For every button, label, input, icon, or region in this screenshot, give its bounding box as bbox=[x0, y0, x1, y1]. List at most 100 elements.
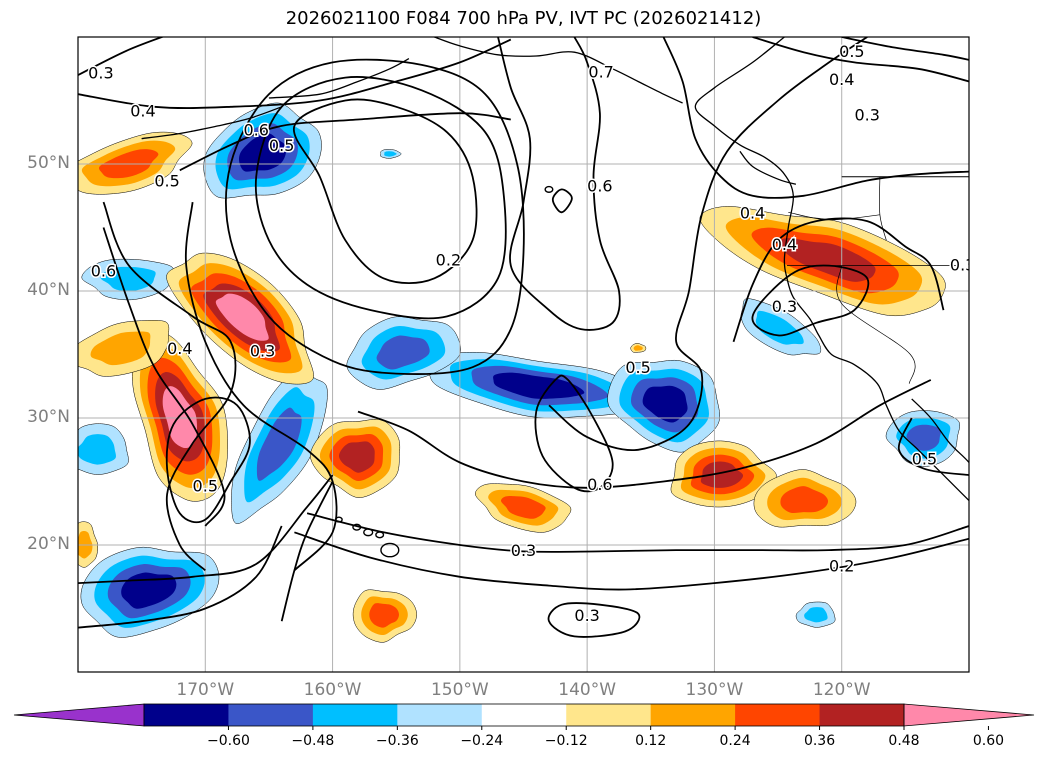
colorbar-frame bbox=[143, 703, 905, 727]
pv-contour-line bbox=[897, 417, 969, 476]
pv-contour-line bbox=[548, 37, 868, 452]
ivt-shade-patch bbox=[215, 293, 269, 341]
pv-contour-line bbox=[78, 37, 165, 76]
contour-label: 0.5 bbox=[269, 136, 294, 155]
pv-contour-line bbox=[78, 474, 334, 584]
lon-tick-label: 140°W bbox=[558, 680, 617, 700]
map-axes[interactable]: 0.30.40.60.50.50.60.20.70.60.50.40.30.40… bbox=[63, 31, 982, 672]
map-frame bbox=[77, 36, 970, 673]
ivt-shade-patch bbox=[162, 386, 198, 449]
colorbar-tick-label: 0.24 bbox=[719, 733, 751, 749]
coastlines bbox=[141, 37, 969, 558]
lon-tick-label: 170°W bbox=[176, 680, 235, 700]
ivt-shade-patch bbox=[376, 335, 430, 370]
colorbar-tick-label: −0.12 bbox=[544, 733, 588, 749]
contour-label: 0.5 bbox=[625, 358, 650, 377]
colorbar-segment bbox=[397, 704, 483, 726]
lon-tick-label: 120°W bbox=[812, 680, 871, 700]
lat-tick-label: 30°N bbox=[27, 407, 70, 427]
pv-contour-line bbox=[841, 37, 969, 61]
ivt-shade-patch bbox=[633, 345, 643, 351]
coastline-segment bbox=[141, 106, 282, 140]
ivt-shade-patch bbox=[777, 238, 876, 282]
pv-contour-line bbox=[662, 37, 969, 199]
ivt-shade-patch bbox=[906, 424, 941, 451]
ivt-shade-patch bbox=[384, 151, 397, 157]
contour-label: 0.5 bbox=[839, 42, 864, 61]
lon-tick-label: 160°W bbox=[303, 680, 362, 700]
pv-contour-line bbox=[534, 374, 614, 493]
coastline-segment bbox=[911, 398, 969, 464]
pv-contours bbox=[78, 37, 969, 638]
state-border bbox=[836, 265, 916, 384]
colorbar-tick-label: 0.36 bbox=[803, 733, 836, 749]
ivt-shade-patch bbox=[78, 434, 116, 465]
colorbar-tick-label: −0.36 bbox=[375, 733, 419, 749]
pv-contour-line bbox=[751, 264, 870, 337]
pv-contour-line bbox=[78, 38, 512, 109]
contour-label: 0.6 bbox=[91, 262, 116, 281]
lat-tick-label: 20°N bbox=[27, 534, 70, 554]
contour-label: 0.4 bbox=[740, 203, 765, 222]
contour-label: 0.6 bbox=[587, 475, 612, 494]
island-outline bbox=[380, 542, 400, 558]
colorbar-segment bbox=[735, 704, 821, 726]
colorbar bbox=[13, 703, 1035, 730]
contour-label: 0.3 bbox=[950, 255, 975, 274]
pv-contour-line bbox=[280, 481, 334, 622]
ivt-shade-patch bbox=[256, 407, 302, 481]
contour-label: 0.2 bbox=[436, 250, 461, 269]
pv-contour-line bbox=[752, 37, 969, 83]
contour-label: 0.5 bbox=[912, 450, 937, 469]
colorbar-tick-label: 0.60 bbox=[972, 733, 1005, 749]
ivt-shade-patch bbox=[90, 331, 151, 366]
lon-tick-label: 150°W bbox=[430, 680, 489, 700]
colorbar-segment bbox=[481, 704, 567, 726]
pv-contour-line bbox=[179, 112, 511, 172]
pv-contour-line bbox=[254, 76, 507, 320]
contour-label: 0.7 bbox=[588, 62, 613, 81]
contour-label: 0.4 bbox=[130, 102, 155, 121]
ivt-shade-patch bbox=[500, 496, 546, 519]
pv-contour-line bbox=[551, 188, 573, 214]
contour-labels: 0.30.40.60.50.50.60.20.70.60.50.40.30.40… bbox=[87, 40, 975, 626]
colorbar-tick-label: −0.60 bbox=[206, 733, 250, 749]
ivt-shade-patch bbox=[493, 372, 585, 399]
contour-label: 0.3 bbox=[250, 342, 275, 361]
colorbar-segment bbox=[144, 704, 229, 726]
contour-label: 0.2 bbox=[829, 556, 854, 575]
lat-tick-label: 50°N bbox=[27, 153, 70, 173]
plot-title: 2026021100 F084 700 hPa PV, IVT PC (2026… bbox=[285, 8, 762, 29]
pv-contour-line bbox=[293, 98, 478, 284]
ivt-shade-patch bbox=[780, 486, 829, 513]
coastline-segment bbox=[434, 37, 683, 104]
pv-contour-line bbox=[78, 525, 283, 629]
colorbar-tick-label: −0.48 bbox=[291, 733, 335, 749]
contour-label: 0.4 bbox=[167, 339, 192, 358]
pv-contour-line bbox=[357, 379, 932, 489]
pv-contour-line bbox=[547, 602, 641, 638]
pv-contour-line bbox=[497, 37, 621, 331]
colorbar-segment bbox=[228, 704, 314, 726]
contour-label: 0.3 bbox=[511, 541, 536, 560]
contour-label: 0.4 bbox=[829, 70, 854, 89]
coastline-segment bbox=[739, 150, 797, 185]
contour-label: 0.3 bbox=[574, 606, 599, 625]
pv-contour-line bbox=[294, 531, 969, 591]
ivt-shade-patch bbox=[238, 133, 287, 172]
island-outline bbox=[544, 185, 554, 193]
contour-label: 0.4 bbox=[772, 235, 797, 254]
ivt-shade-patch bbox=[642, 385, 688, 423]
colorbar-tick-label: 0.48 bbox=[888, 733, 920, 749]
colorbar-segment bbox=[566, 704, 652, 726]
colorbar-tick-label: −0.24 bbox=[460, 733, 504, 749]
pv-contour-line bbox=[165, 396, 251, 524]
contour-label: 0.3 bbox=[854, 105, 879, 124]
ivt-shading bbox=[78, 102, 960, 643]
colorbar-extend-min bbox=[13, 703, 145, 727]
colorbar-segment bbox=[312, 704, 398, 726]
pv-contour-line bbox=[102, 201, 237, 572]
colorbar-extend-max bbox=[903, 703, 1035, 727]
contour-label: 0.5 bbox=[154, 172, 179, 191]
ivt-shade-patch bbox=[755, 310, 804, 345]
